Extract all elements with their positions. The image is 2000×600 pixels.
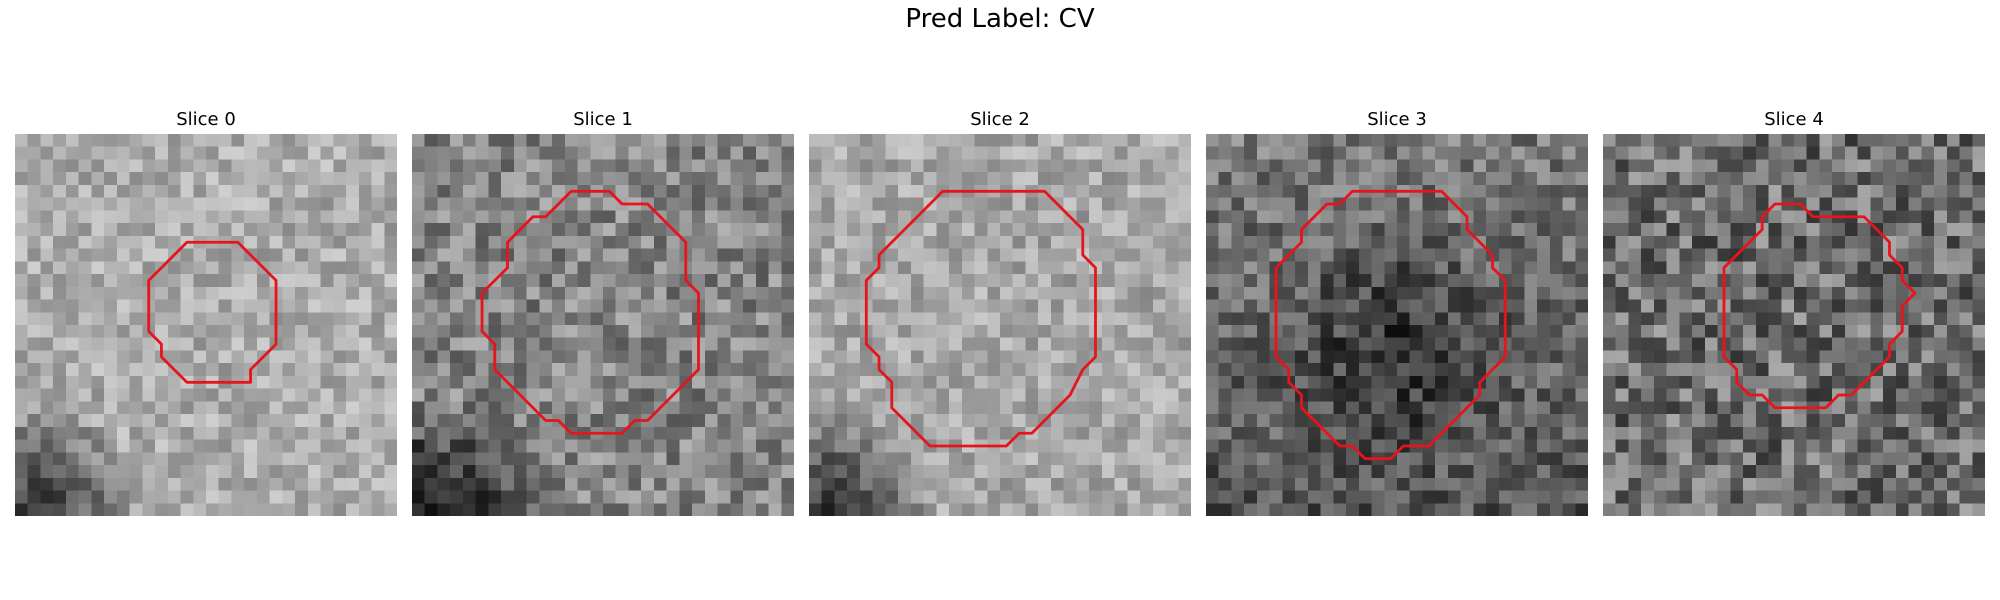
slice-image [15, 134, 397, 516]
slice-image [412, 134, 794, 516]
slice-title: Slice 1 [573, 109, 633, 130]
figure-title: Pred Label: CV [905, 4, 1095, 34]
slice-title: Slice 3 [1367, 109, 1427, 130]
slice-image [1206, 134, 1588, 516]
slice-image [1603, 134, 1985, 516]
slice-title: Slice 0 [176, 109, 236, 130]
slice-title: Slice 2 [970, 109, 1030, 130]
slice-image [809, 134, 1191, 516]
slice-title: Slice 4 [1764, 109, 1824, 130]
